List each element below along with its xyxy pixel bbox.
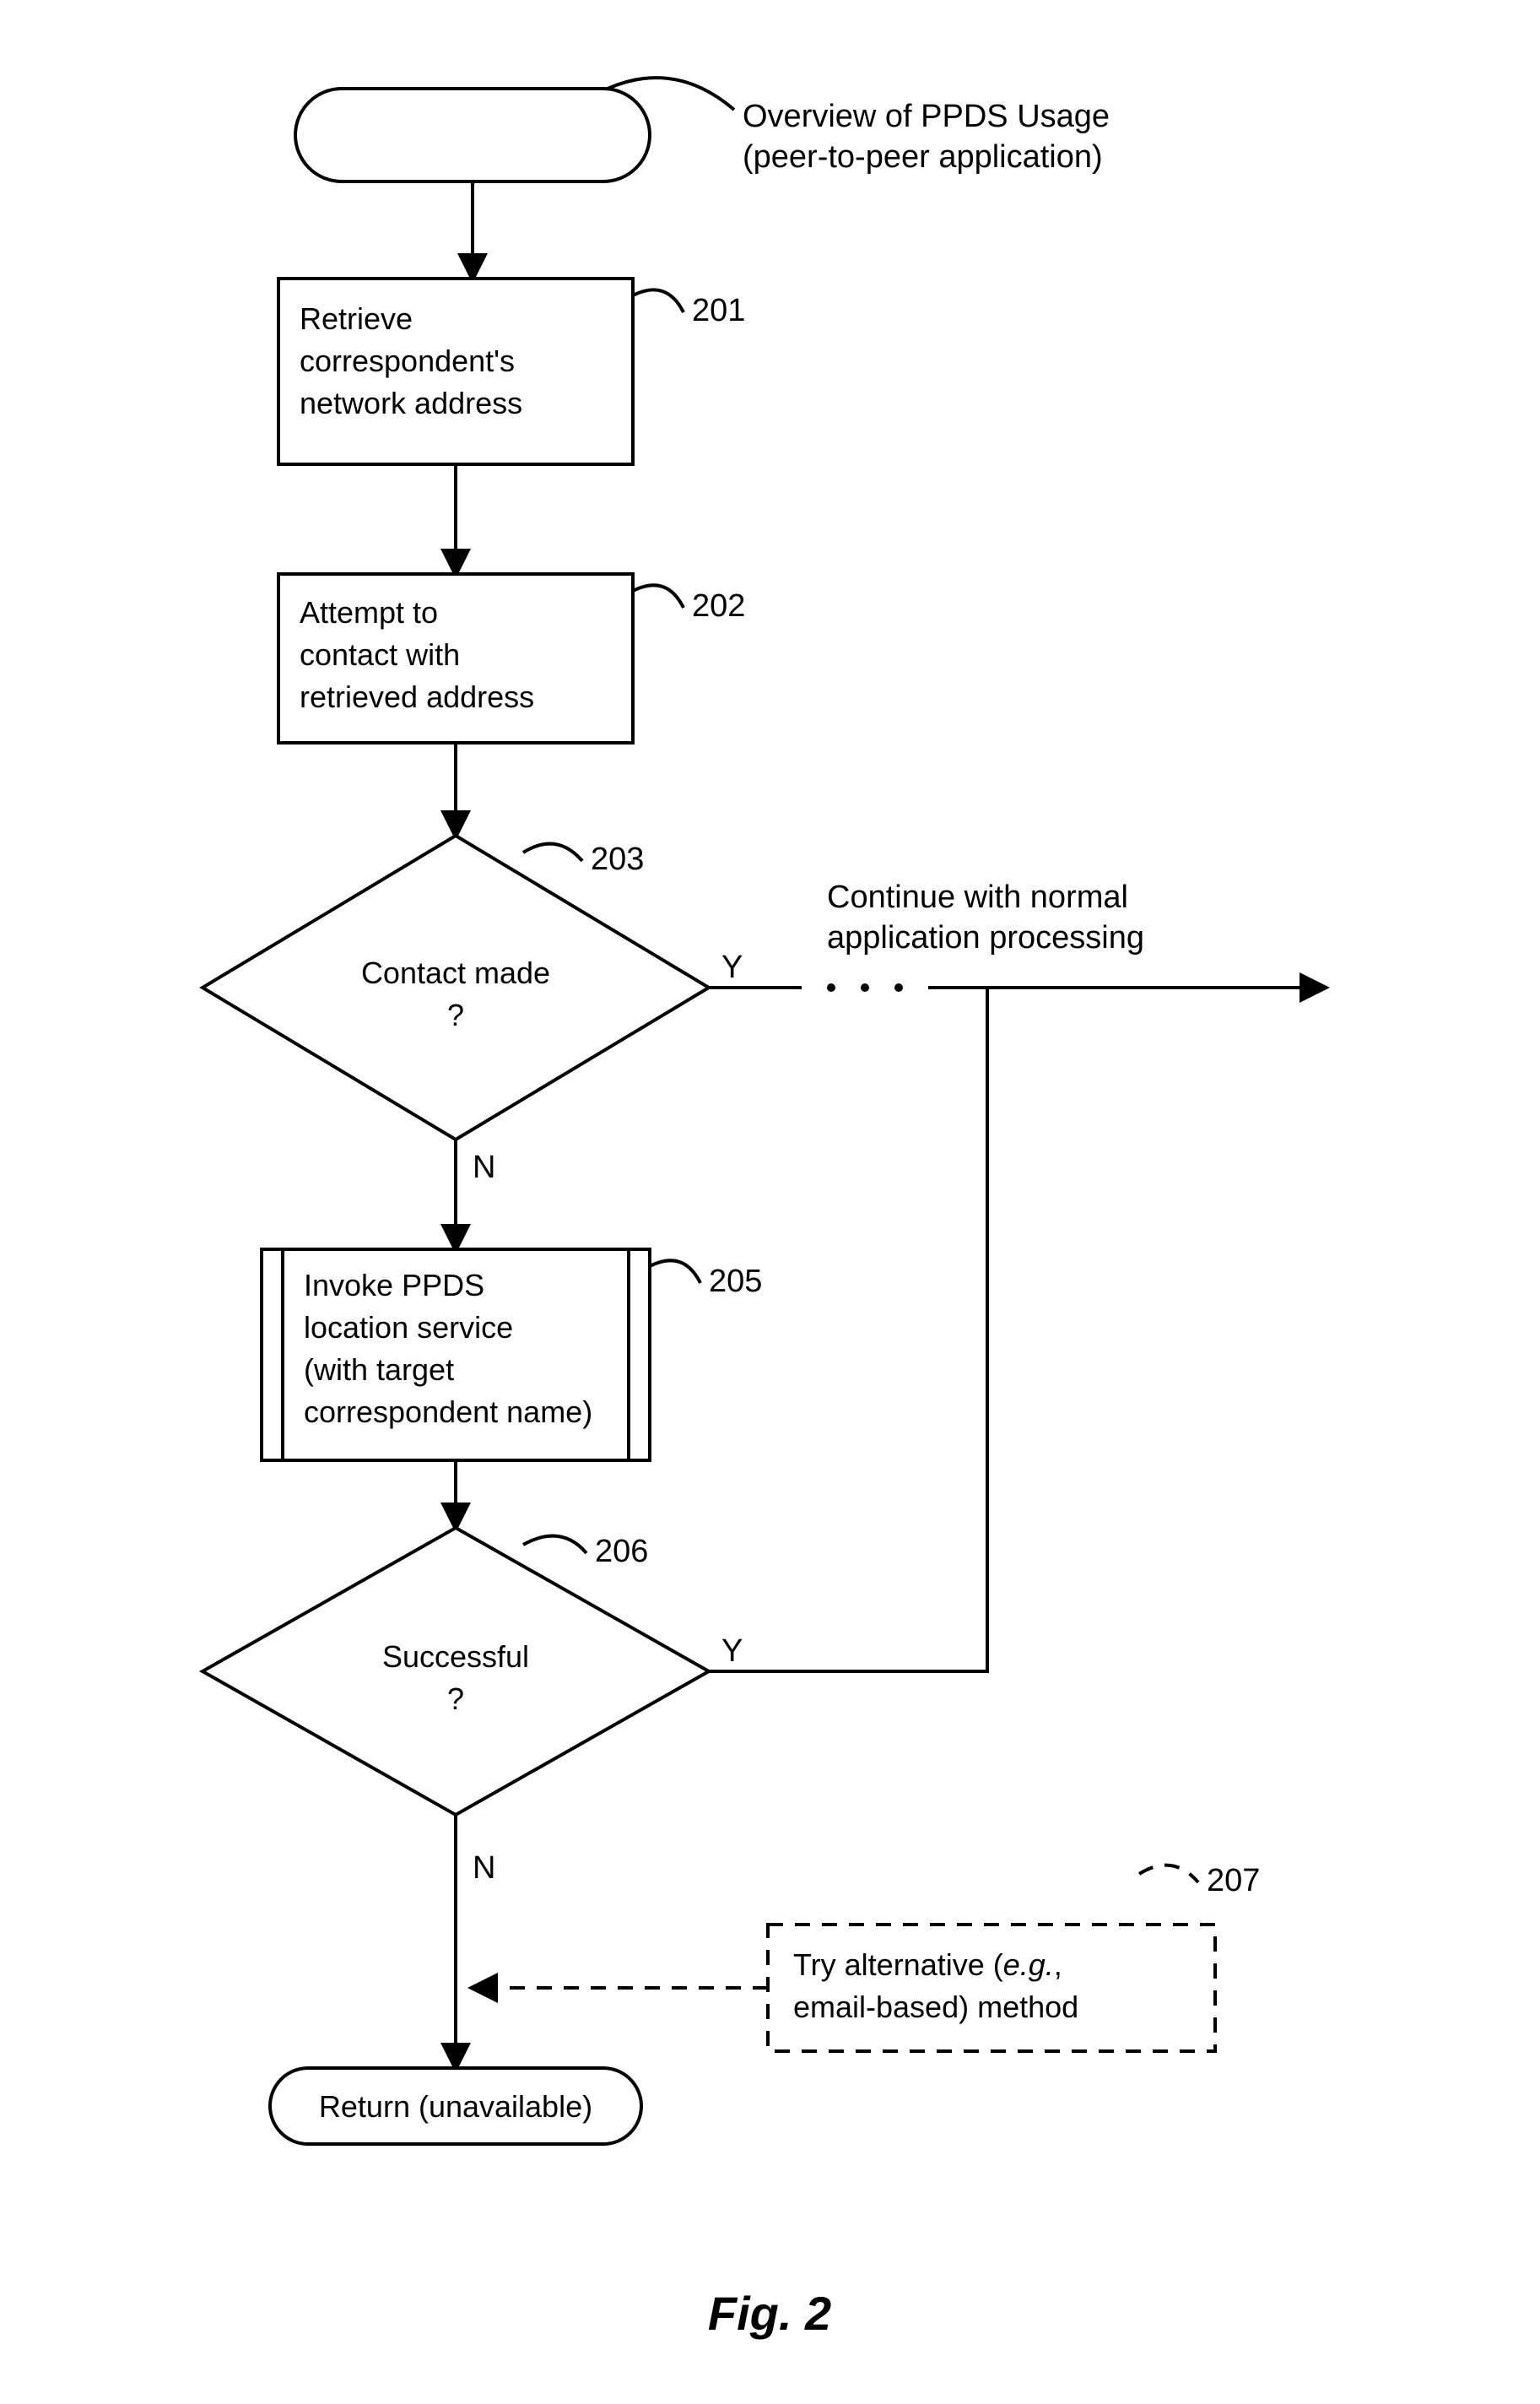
dec203-yes-label: Y (721, 950, 743, 985)
dec206-no-label: N (473, 1850, 495, 1886)
continue-line2: application processing (827, 920, 1144, 956)
end-label: Return (unavailable) (319, 2089, 592, 2124)
sub-205-line1: Invoke PPDS (304, 1268, 484, 1302)
process-201-line1: Retrieve (300, 301, 413, 336)
process-201-line3: network address (300, 386, 522, 420)
ref-202: 202 (692, 588, 745, 624)
title-annotation-line2: (peer-to-peer application) (743, 139, 1103, 175)
title-annotation-line1: Overview of PPDS Usage (743, 99, 1110, 134)
figure-caption: Fig. 2 (708, 2287, 831, 2340)
proc-207-line2: email-based) method (793, 1990, 1078, 2024)
sub-205-line3: (with target (304, 1352, 454, 1387)
process-202-line2: contact with (300, 637, 460, 672)
ref-203: 203 (591, 842, 644, 877)
flowchart: Overview of PPDS Usage (peer-to-peer app… (0, 0, 1540, 2404)
decision-206-line1: Successful (382, 1639, 529, 1674)
sub-205-line2: location service (304, 1310, 513, 1345)
continue-line1: Continue with normal (827, 880, 1128, 915)
process-202-line3: retrieved address (300, 680, 534, 714)
sub-205-line4: correspondent name) (304, 1394, 592, 1429)
ref-201: 201 (692, 293, 745, 328)
process-202-line1: Attempt to (300, 595, 438, 630)
ref-206: 206 (595, 1534, 648, 1569)
process-201-line2: correspondent's (300, 344, 515, 378)
process-207 (768, 1925, 1215, 2051)
dec206-yes-label: Y (721, 1633, 743, 1669)
start-node (295, 89, 650, 181)
dec203-no-label: N (473, 1150, 495, 1185)
decision-206-line2: ? (447, 1681, 464, 1716)
decision-203-line1: Contact made (361, 956, 550, 990)
proc-207-line1: Try alternative (e.g., (793, 1947, 1062, 1982)
ref-207: 207 (1207, 1863, 1260, 1898)
decision-203-line2: ? (447, 998, 464, 1032)
ref-205: 205 (709, 1264, 762, 1299)
